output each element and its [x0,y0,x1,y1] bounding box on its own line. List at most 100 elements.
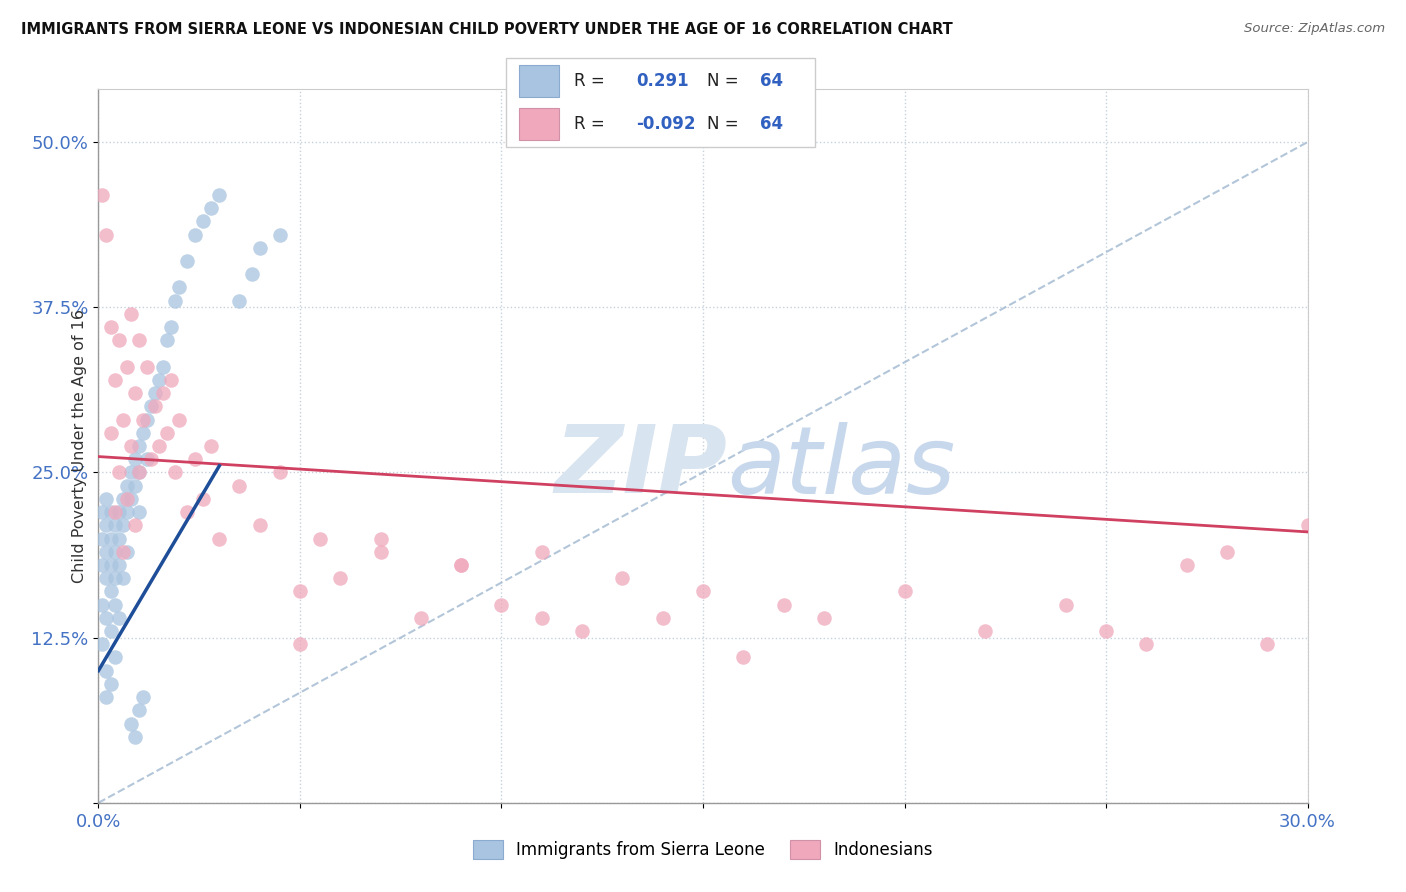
Bar [519,65,558,97]
Point [91,637,114,651]
Point [103,545,125,559]
Point [139,452,162,467]
Point [96,545,118,559]
Text: -0.092: -0.092 [636,115,696,133]
Point [228,293,250,308]
Point [208,532,231,546]
Point [571,624,593,638]
Point [813,611,835,625]
Point [132,425,155,440]
Point [1135,637,1157,651]
Point [107,333,129,347]
Point [128,466,150,480]
Point [692,584,714,599]
Point [530,611,553,625]
Point [733,650,755,665]
Point [128,703,150,717]
Point [309,532,332,546]
Point [115,545,138,559]
Point [100,532,122,546]
Point [193,491,215,506]
Point [156,425,179,440]
Point [103,518,125,533]
Point [409,611,432,625]
Point [1095,624,1118,638]
Point [96,227,118,242]
Point [96,611,118,625]
Point [100,677,122,691]
Text: R =: R = [574,72,605,90]
Point [1256,637,1278,651]
Point [124,478,146,492]
Point [167,280,190,294]
Point [249,241,271,255]
Point [143,400,166,414]
Point [143,386,166,401]
Point [103,571,125,585]
Point [128,333,150,347]
Point [152,386,174,401]
Point [128,505,150,519]
Point [120,439,142,453]
Y-axis label: Child Poverty Under the Age of 16: Child Poverty Under the Age of 16 [72,309,87,583]
Text: ZIP: ZIP [554,421,727,514]
Point [96,491,118,506]
Point [111,518,134,533]
Point [135,452,157,467]
Point [184,227,207,242]
Point [530,545,553,559]
Point [249,518,271,533]
Text: N =: N = [707,115,738,133]
Point [96,664,118,678]
Point [200,439,222,453]
Point [100,425,122,440]
Point [163,466,186,480]
Point [132,412,155,426]
Point [107,532,129,546]
Point [128,466,150,480]
Point [128,439,150,453]
Point [124,730,146,744]
Point [115,359,138,374]
Point [120,491,142,506]
Point [100,320,122,334]
Point [103,505,125,519]
Point [450,558,472,572]
Point [450,558,472,572]
Point [200,201,222,215]
Point [193,214,215,228]
Point [167,412,190,426]
Point [269,227,291,242]
Point [120,466,142,480]
Point [152,359,174,374]
Point [139,400,162,414]
Text: 64: 64 [759,72,783,90]
Text: R =: R = [574,115,605,133]
Text: 0.291: 0.291 [636,72,689,90]
Point [96,518,118,533]
Point [240,267,263,281]
Point [132,690,155,704]
Point [120,307,142,321]
Point [111,412,134,426]
Text: N =: N = [707,72,738,90]
Point [148,373,170,387]
Point [612,571,634,585]
Point [124,518,146,533]
Point [107,505,129,519]
Point [1216,545,1239,559]
Point [370,545,392,559]
Point [160,320,183,334]
Point [111,491,134,506]
Point [91,188,114,202]
Point [156,333,179,347]
Point [103,650,125,665]
Point [115,478,138,492]
Point [96,571,118,585]
Point [160,373,183,387]
Bar [519,108,558,140]
Point [176,505,198,519]
Point [120,716,142,731]
Point [163,293,186,308]
Point [91,532,114,546]
